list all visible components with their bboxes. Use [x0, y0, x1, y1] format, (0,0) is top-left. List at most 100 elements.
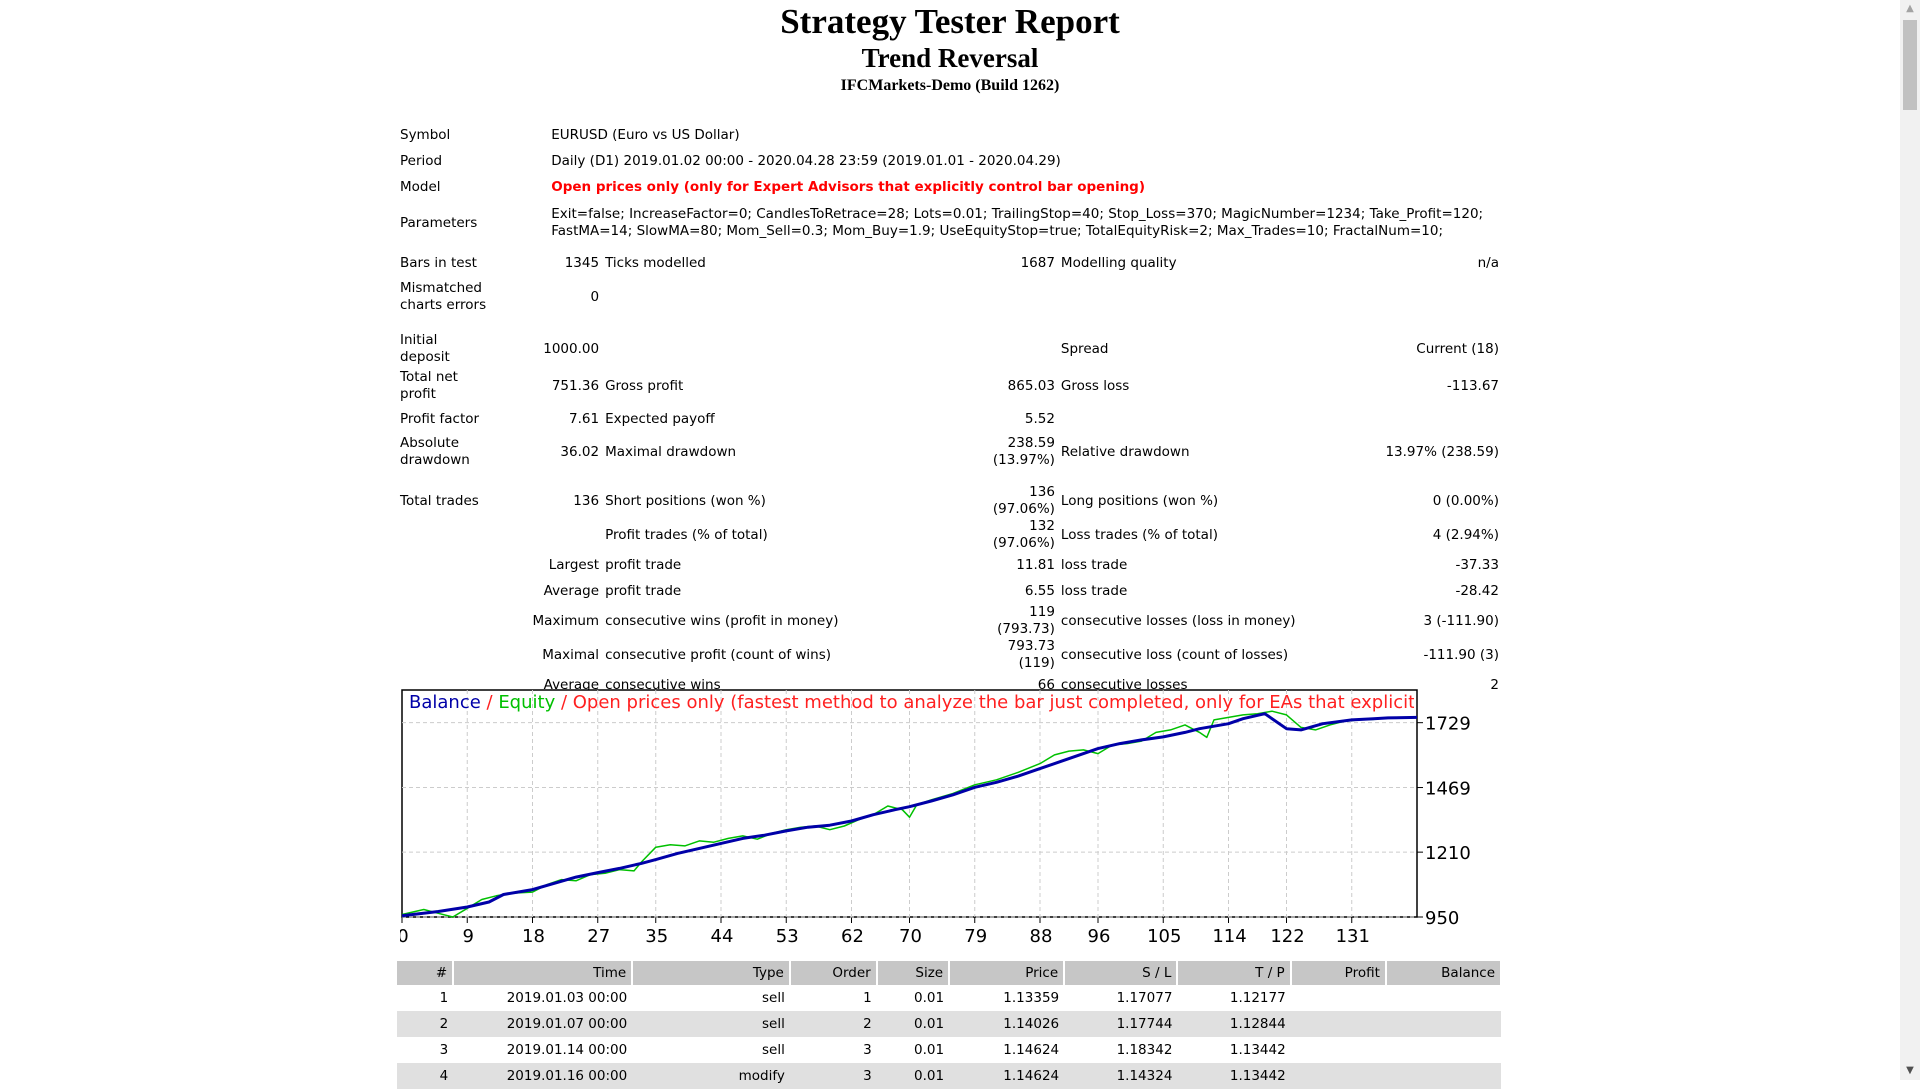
parameters-line-2: FastMA=14; SlowMA=80; Mom_Sell=0.3; Mom_… — [551, 223, 1444, 239]
orders-cell: 2 — [789, 1011, 877, 1037]
legend-separator-1: / — [480, 692, 499, 713]
symbol-value: EURUSD (Euro vs US Dollar) — [551, 126, 740, 143]
abs-dd-label-2: drawdown — [400, 452, 470, 468]
long-value: 0 (0.00%) — [1432, 492, 1499, 509]
avg-consec-label: Average — [543, 676, 600, 693]
maximal-label: Maximal — [542, 646, 600, 663]
chart-x-tick-label: 79 — [964, 926, 987, 947]
abs-dd-label-1: Absolute — [400, 435, 460, 451]
gross-profit-value: 865.03 — [1007, 377, 1055, 394]
row-largest: Largest profit trade 11.81 loss trade -3… — [397, 552, 1502, 578]
orders-cell: 3 — [789, 1063, 877, 1089]
scroll-up-arrow-icon[interactable]: ▲ — [1906, 3, 1914, 14]
balance-equity-chart: 0 9 18 27 35 44 53 62 70 79 88 96 105 114 122 131 1729 14… — [400, 688, 1495, 948]
orders-header-cell: Balance — [1385, 961, 1503, 985]
orders-header-cell: T / P — [1177, 961, 1292, 985]
chart-x-tick-label: 27 — [587, 926, 610, 947]
orders-cell: sell — [632, 1011, 790, 1037]
maximal-profit-label: consecutive profit (count of wins) — [605, 646, 832, 663]
row-average-consecutive: Average consecutive wins 66 consecutive … — [397, 672, 1502, 698]
ticks-label: Ticks modelled — [605, 254, 706, 271]
payoff-label: Expected payoff — [605, 410, 715, 427]
chart-x-tick-label: 44 — [711, 926, 734, 947]
mismatch-label-1: Mismatched — [400, 280, 483, 296]
orders-header-cell: Type — [632, 961, 791, 985]
chart-y-tick-label: 1469 — [1425, 779, 1471, 800]
quality-value: n/a — [1477, 254, 1499, 271]
row-profit-trades: Profit trades (% of total) 132 (97.06%) … — [397, 518, 1502, 552]
chart-x-tick-label: 131 — [1336, 926, 1370, 947]
orders-cell: 2019.01.07 00:00 — [453, 1011, 633, 1037]
spread-value: Current (18) — [1416, 340, 1499, 357]
max-dd-label: Maximal drawdown — [605, 443, 737, 460]
rel-dd-value: 13.97% (238.59) — [1385, 443, 1499, 460]
chart-x-tick-label: 35 — [645, 926, 668, 947]
orders-header-cell: # — [397, 961, 455, 985]
model-value: Open prices only (only for Expert Adviso… — [551, 178, 1146, 195]
orders-row: 2 2019.01.07 00:00 sell 2 0.01 1.14026 1.17744… — [397, 1011, 1501, 1037]
orders-cell — [1290, 1011, 1386, 1037]
orders-cell — [1386, 985, 1501, 1011]
short-value: 136 (97.06%) — [992, 484, 1055, 517]
chart-x-tick-label: 105 — [1147, 926, 1181, 947]
long-label: Long positions (won %) — [1060, 492, 1219, 509]
legend-separator-2: / — [555, 692, 573, 713]
scroll-thumb[interactable] — [1903, 20, 1917, 110]
orders-body: 1 2019.01.03 00:00 sell 1 0.01 1.13359 1.17077… — [397, 985, 1501, 1089]
avg-consec-wins-value: 66 — [1037, 676, 1055, 693]
gross-loss-value: -113.67 — [1446, 377, 1499, 394]
orders-row: 1 2019.01.03 00:00 sell 1 0.01 1.13359 1.17077… — [397, 985, 1501, 1011]
maximal-loss-value: -111.90 (3) — [1423, 646, 1499, 663]
largest-profit-value: 11.81 — [1016, 556, 1055, 573]
orders-cell: 2019.01.14 00:00 — [506, 1042, 628, 1058]
avg-consec-losses-label: consecutive losses — [1060, 676, 1188, 693]
pf-value: 7.61 — [569, 410, 600, 427]
legend-equity: Equity — [498, 692, 556, 713]
row-model: Model Open prices only (only for Expert … — [397, 174, 1502, 200]
orders-cell: sell — [762, 1042, 785, 1058]
ticks-value: 1687 — [1020, 254, 1055, 271]
maximal-profit-value: 793.73 (119) — [1007, 638, 1055, 671]
orders-cell: 0.01 — [876, 1063, 950, 1089]
orders-cell: 1.14624 — [1003, 1042, 1060, 1058]
chart-x-tick-label: 88 — [1030, 926, 1053, 947]
orders-cell: 0.01 — [876, 1011, 950, 1037]
orders-cell: 1 — [863, 990, 872, 1006]
scroll-down-arrow-icon[interactable]: ▼ — [1906, 1065, 1914, 1076]
largest-label: Largest — [548, 556, 600, 573]
orders-cell: modify — [632, 1063, 790, 1089]
orders-cell — [1386, 1037, 1501, 1063]
orders-cell: 2019.01.03 00:00 — [506, 990, 628, 1006]
orders-cell: 1.17077 — [1116, 990, 1173, 1006]
chart-x-tick-label: 0 — [400, 926, 409, 947]
net-value: 751.36 — [551, 377, 600, 394]
average-profit-value: 6.55 — [1024, 582, 1055, 599]
orders-cell: 3 — [439, 1042, 449, 1058]
gross-profit-label: Gross profit — [605, 377, 684, 394]
max-losses-label: consecutive losses (loss in money) — [1060, 612, 1296, 629]
period-value: Daily (D1) 2019.01.02 00:00 - 2020.04.28… — [551, 152, 1061, 169]
deposit-label-2: deposit — [400, 349, 450, 365]
orders-cell: 2019.01.16 00:00 — [453, 1063, 633, 1089]
mismatch-value: 0 — [590, 288, 600, 305]
net-label-2: profit — [400, 386, 436, 402]
orders-cell: 1.14624 — [949, 1063, 1065, 1089]
orders-header-cell: Time — [453, 961, 634, 985]
row-profit-factor: Profit factor 7.61 Expected payoff 5.52 — [397, 406, 1502, 432]
row-symbol: Symbol EURUSD (Euro vs US Dollar) — [397, 122, 1502, 148]
orders-cell: 1.13442 — [1229, 1042, 1286, 1058]
orders-cell — [1291, 1037, 1386, 1063]
profit-trades-value: 132 (97.06%) — [992, 518, 1055, 551]
orders-header-cell: Price — [949, 961, 1066, 985]
period-label: Period — [400, 152, 443, 169]
parameters-label: Parameters — [400, 214, 478, 231]
orders-header-cell: Size — [876, 961, 951, 985]
orders-cell: 1.17744 — [1064, 1011, 1178, 1037]
largest-loss-label: loss trade — [1060, 556, 1128, 573]
vertical-scrollbar[interactable]: ▲ ▼ — [1900, 0, 1920, 1080]
chart-x-tick-label: 70 — [899, 926, 922, 947]
orders-cell: 3 — [863, 1042, 872, 1058]
orders-header-cell: S / L — [1064, 961, 1179, 985]
